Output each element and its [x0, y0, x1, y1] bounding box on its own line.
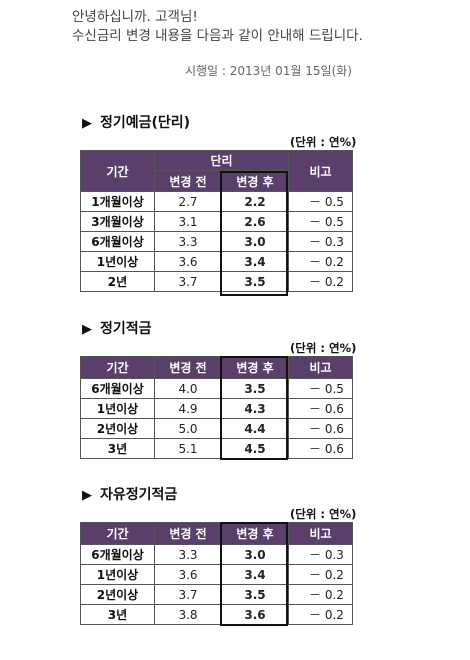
after-cell: 4.4	[221, 418, 289, 439]
note-cell: － 0.3	[288, 231, 353, 252]
note-cell: － 0.6	[288, 398, 353, 419]
period-cell: 1년이상	[80, 251, 155, 272]
unit-label: (단위 : 연%)	[290, 341, 357, 355]
unit-label: (단위 : 연%)	[290, 507, 357, 521]
after-cell: 3.0	[221, 544, 289, 565]
table-row: 1년이상 3.6 3.4 － 0.2	[80, 564, 353, 585]
after-cell: 4.3	[221, 398, 289, 419]
note-cell: － 0.3	[288, 544, 353, 565]
after-cell: 2.2	[221, 191, 289, 212]
period-cell: 2년이상	[80, 418, 155, 439]
after-cell: 3.6	[221, 604, 289, 625]
header-note: 비고	[288, 522, 353, 545]
after-cell: 4.5	[221, 438, 289, 459]
header-period: 기간	[80, 356, 155, 379]
after-cell: 3.4	[221, 251, 289, 272]
header-period: 기간	[80, 150, 155, 192]
note-cell: － 0.5	[288, 191, 353, 212]
table-row: 3년 3.8 3.6 － 0.2	[80, 604, 353, 625]
before-cell: 3.7	[154, 271, 222, 292]
period-cell: 1년이상	[80, 564, 155, 585]
table-row: 1년이상 3.6 3.4 － 0.2	[80, 251, 353, 272]
period-cell: 2년이상	[80, 584, 155, 605]
note-cell: － 0.6	[288, 418, 353, 439]
table-row: 3개월이상 3.1 2.6 － 0.5	[80, 211, 353, 232]
before-cell: 5.0	[154, 418, 222, 439]
after-cell: 3.5	[221, 271, 289, 292]
play-arrow-icon: ▶	[82, 116, 92, 131]
after-cell: 2.6	[221, 211, 289, 232]
greeting-line-2: 수신금리 변경 내용을 다음과 같이 안내해 드립니다.	[72, 28, 363, 44]
note-cell: － 0.6	[288, 438, 353, 459]
period-cell: 6개월이상	[80, 544, 155, 565]
greeting-line-1: 안녕하십니까. 고객님!	[72, 9, 198, 25]
header-after: 변경 후	[221, 170, 289, 192]
header-period: 기간	[80, 522, 155, 545]
header-before: 변경 전	[154, 356, 222, 379]
free-installment-rate-table: 기간 변경 전 변경 후 비고 6개월이상 3.3 3.0 － 0.3 1년이상…	[80, 522, 353, 625]
table-row: 3년 5.1 4.5 － 0.6	[80, 438, 353, 459]
note-cell: － 0.2	[288, 271, 353, 292]
before-cell: 3.6	[154, 564, 222, 585]
deposit-rate-table: 기간 단리 비고 변경 전 변경 후 1개월이상 2.7 2.2 － 0.5 3…	[80, 150, 353, 292]
table-row: 6개월이상 4.0 3.5 － 0.5	[80, 378, 353, 399]
table-row: 6개월이상 3.3 3.0 － 0.3	[80, 544, 353, 565]
before-cell: 2.7	[154, 191, 222, 212]
before-cell: 3.6	[154, 251, 222, 272]
section-title-free-installment: ▶ 자유정기적금	[82, 487, 178, 503]
table-row: 2년이상 5.0 4.4 － 0.6	[80, 418, 353, 439]
before-cell: 3.3	[154, 544, 222, 565]
period-cell: 1년이상	[80, 398, 155, 419]
section-title-installment: ▶ 정기적금	[82, 321, 152, 337]
before-cell: 4.9	[154, 398, 222, 419]
unit-label: (단위 : 연%)	[290, 135, 357, 149]
before-cell: 3.7	[154, 584, 222, 605]
installment-rate-table: 기간 변경 전 변경 후 비고 6개월이상 4.0 3.5 － 0.5 1년이상…	[80, 356, 353, 459]
note-cell: － 0.2	[288, 564, 353, 585]
header-note: 비고	[288, 356, 353, 379]
table-row: 2년 3.7 3.5 － 0.2	[80, 271, 353, 292]
table-row: 2년이상 3.7 3.5 － 0.2	[80, 584, 353, 605]
before-cell: 3.3	[154, 231, 222, 252]
note-cell: － 0.2	[288, 604, 353, 625]
before-cell: 3.1	[154, 211, 222, 232]
before-cell: 5.1	[154, 438, 222, 459]
before-cell: 3.8	[154, 604, 222, 625]
before-cell: 4.0	[154, 378, 222, 399]
period-cell: 3개월이상	[80, 211, 155, 232]
period-cell: 3년	[80, 604, 155, 625]
play-arrow-icon: ▶	[82, 322, 92, 337]
period-cell: 6개월이상	[80, 378, 155, 399]
section-title-deposit: ▶ 정기예금(단리)	[82, 115, 191, 131]
header-after: 변경 후	[221, 522, 289, 545]
header-after: 변경 후	[221, 356, 289, 379]
after-cell: 3.5	[221, 584, 289, 605]
period-cell: 1개월이상	[80, 191, 155, 212]
effective-date: 시행일 : 2013년 01월 15일(화)	[184, 64, 352, 78]
table-row: 1개월이상 2.7 2.2 － 0.5	[80, 191, 353, 212]
after-cell: 3.0	[221, 231, 289, 252]
period-cell: 6개월이상	[80, 231, 155, 252]
table-row: 1년이상 4.9 4.3 － 0.6	[80, 398, 353, 419]
header-simple-interest: 단리	[154, 150, 289, 171]
header-before: 변경 전	[154, 170, 222, 192]
note-cell: － 0.2	[288, 251, 353, 272]
after-cell: 3.5	[221, 378, 289, 399]
note-cell: － 0.2	[288, 584, 353, 605]
note-cell: － 0.5	[288, 211, 353, 232]
note-cell: － 0.5	[288, 378, 353, 399]
header-note: 비고	[288, 150, 353, 192]
period-cell: 2년	[80, 271, 155, 292]
header-before: 변경 전	[154, 522, 222, 545]
table-row: 6개월이상 3.3 3.0 － 0.3	[80, 231, 353, 252]
after-cell: 3.4	[221, 564, 289, 585]
greeting: 안녕하십니까. 고객님! 수신금리 변경 내용을 다음과 같이 안내해 드립니다…	[72, 8, 363, 46]
period-cell: 3년	[80, 438, 155, 459]
play-arrow-icon: ▶	[82, 488, 92, 503]
